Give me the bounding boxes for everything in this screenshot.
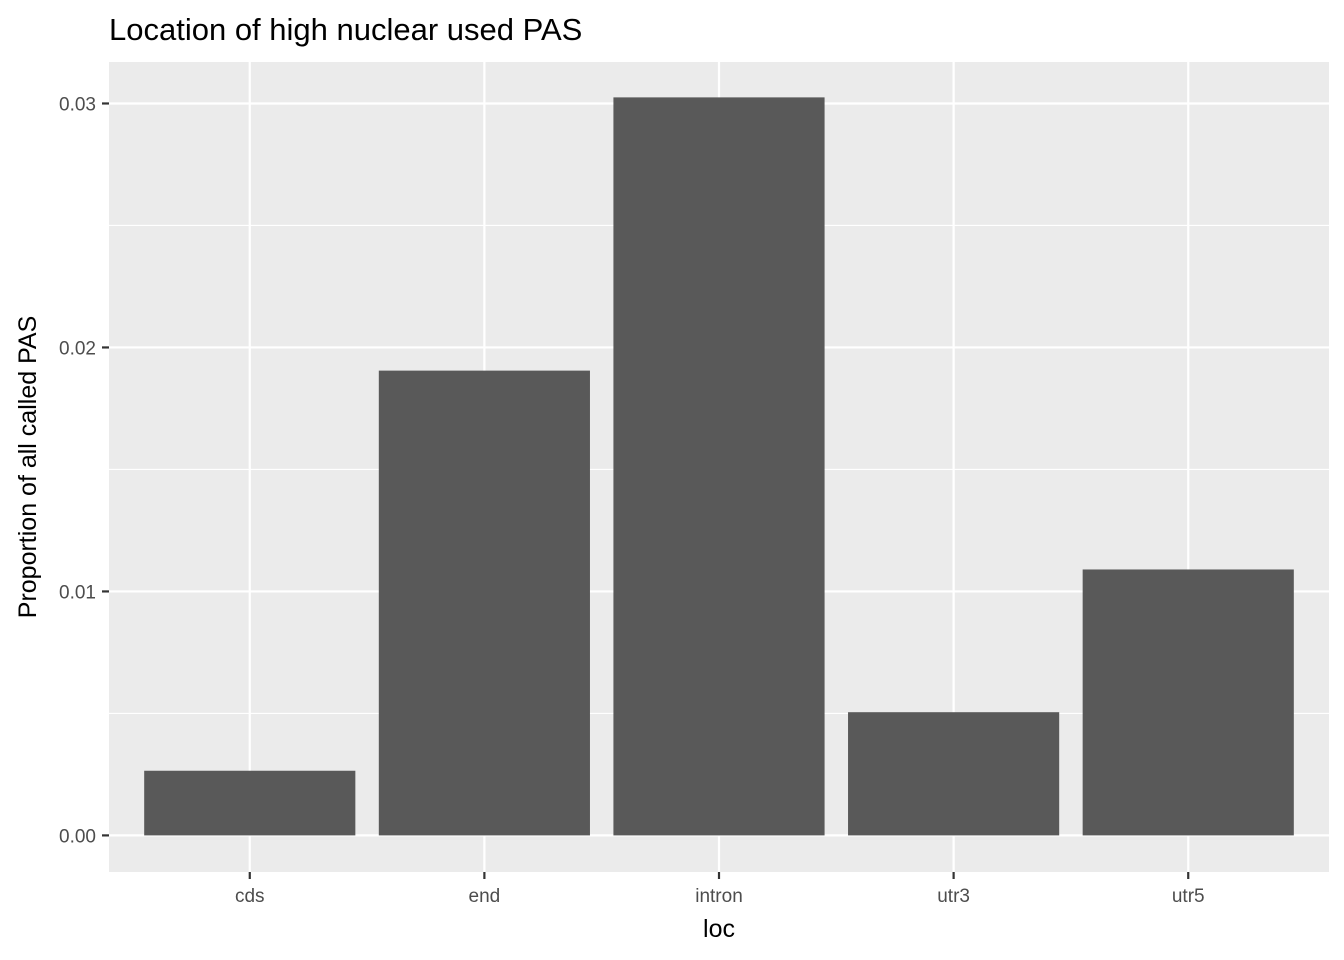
y-tick-label: 0.00	[59, 826, 96, 847]
y-tick-label: 0.03	[59, 94, 96, 115]
chart-title: Location of high nuclear used PAS	[109, 12, 582, 47]
bars	[144, 97, 1294, 836]
bar-utr3	[848, 712, 1060, 836]
y-tick-label: 0.01	[59, 582, 96, 603]
x-tick-label: utr3	[937, 886, 970, 907]
x-tick-label: cds	[235, 886, 265, 907]
y-axis-title: Proportion of all called PAS	[14, 316, 42, 618]
x-axis-title: loc	[703, 915, 735, 943]
x-tick-label: utr5	[1172, 886, 1205, 907]
x-tick-label: intron	[695, 886, 743, 907]
x-axis: cds end intron utr3 utr5	[235, 872, 1205, 907]
x-tick-label: end	[469, 886, 501, 907]
bar-utr5	[1082, 569, 1294, 836]
bar-end	[378, 370, 590, 836]
y-axis: 0.00 0.01 0.02 0.03	[59, 94, 109, 847]
y-tick-label: 0.02	[59, 338, 96, 359]
bar-intron	[613, 97, 825, 836]
bar-cds	[144, 770, 356, 836]
